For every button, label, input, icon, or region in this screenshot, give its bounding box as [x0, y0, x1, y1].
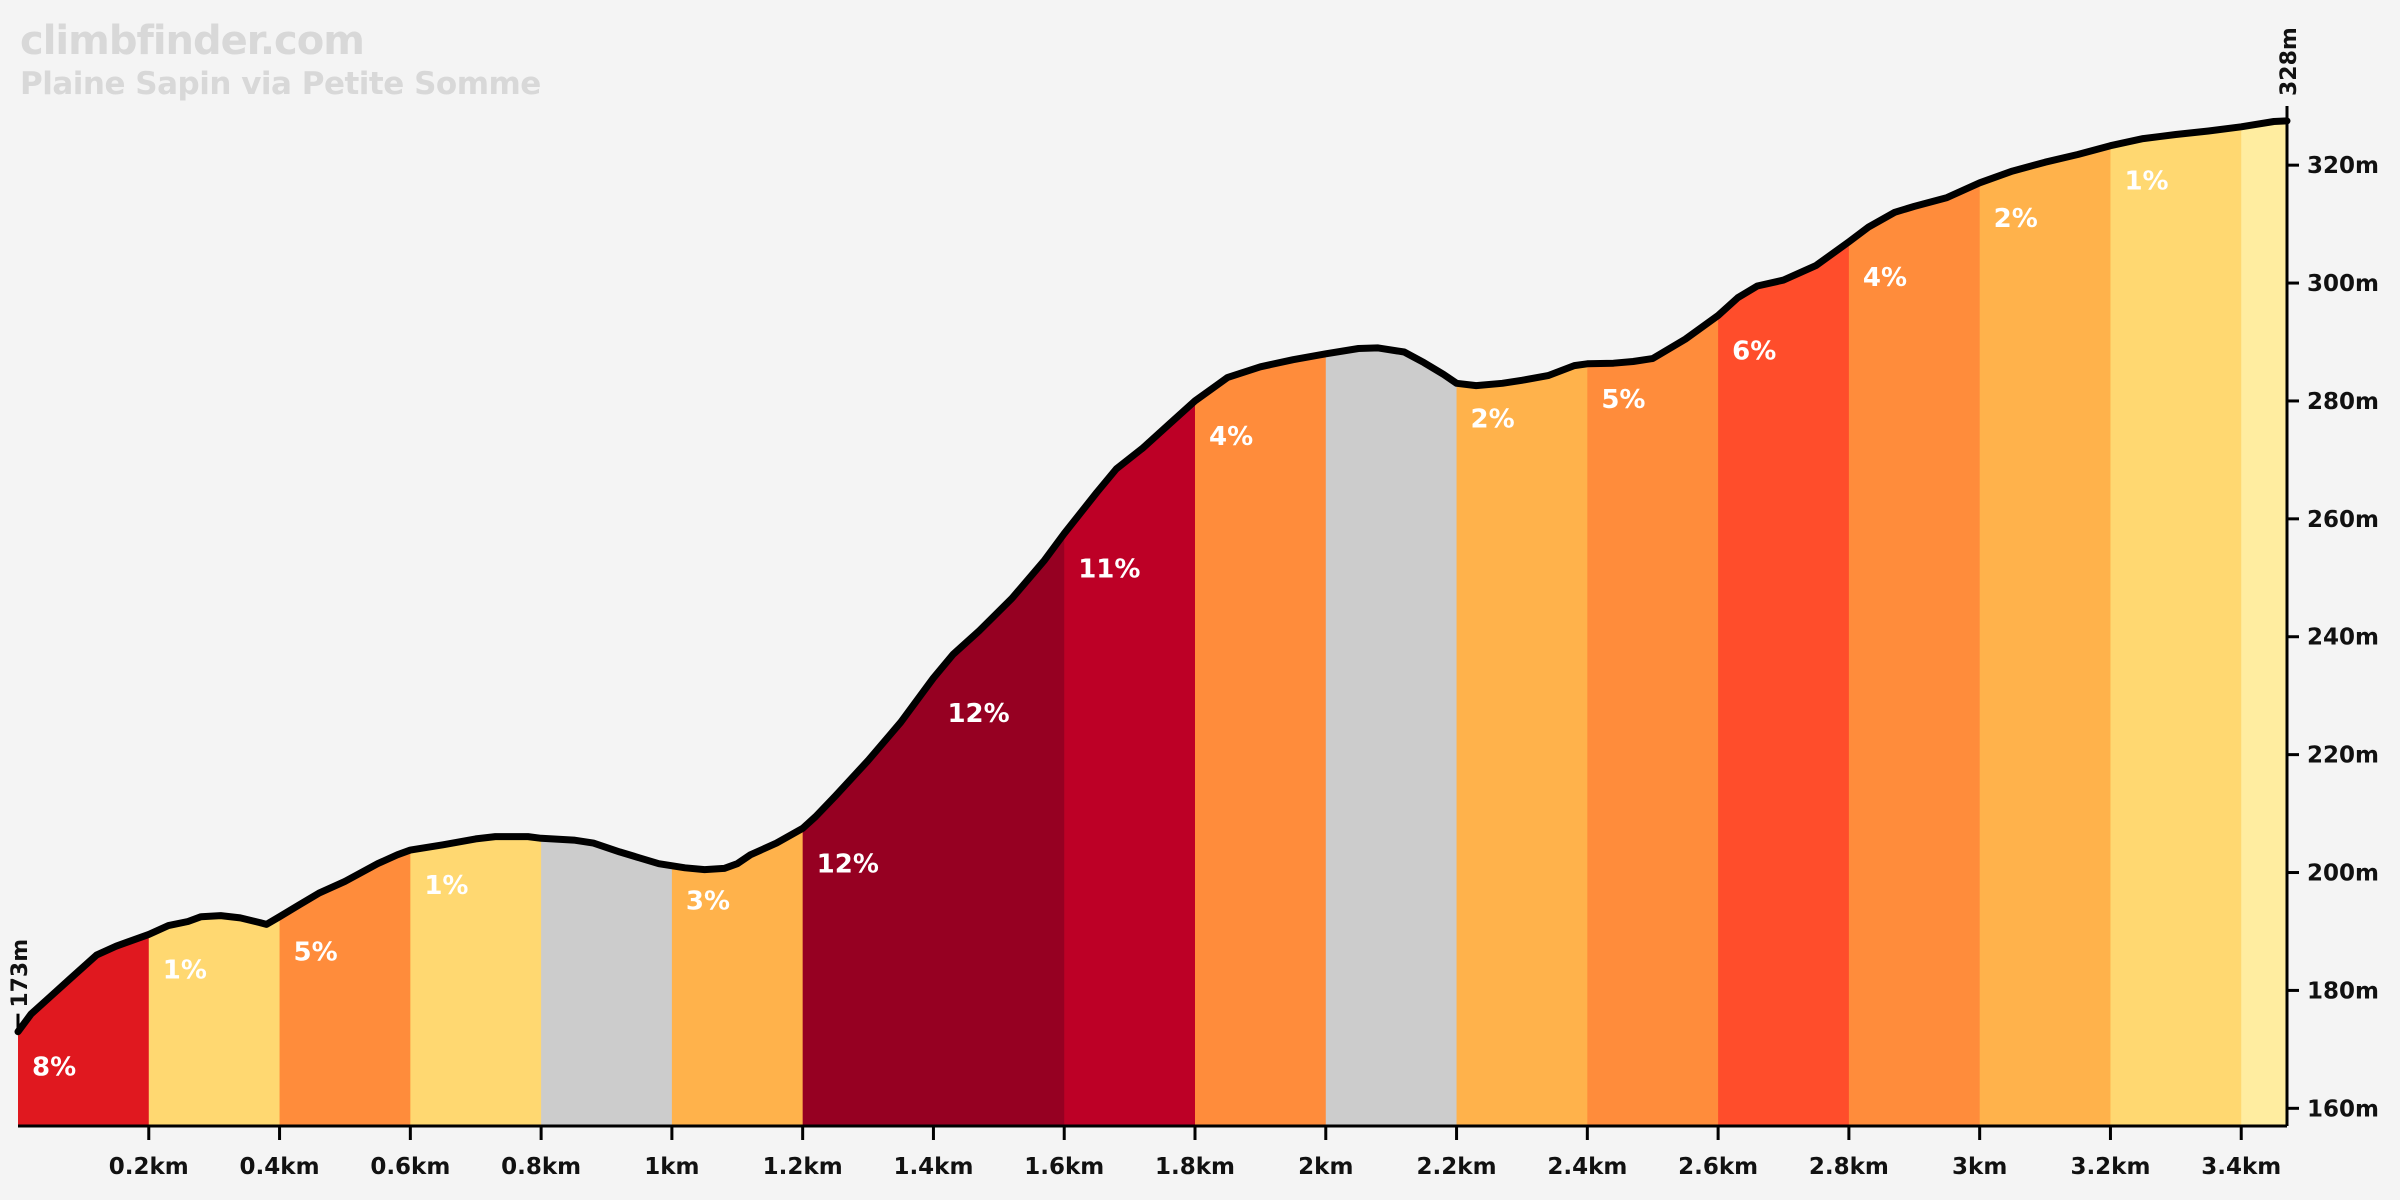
gradient-segments	[18, 120, 2287, 1126]
segment-label-9: 4%	[1209, 422, 1253, 452]
y-tick-label-2: 200m	[2307, 861, 2379, 887]
gradient-segment-8	[1064, 120, 1196, 1126]
end-elevation-label: 328m	[2277, 27, 2302, 96]
y-tick-label-0: 160m	[2307, 1096, 2379, 1122]
segment-label-7: 12%	[947, 699, 1009, 729]
x-tick-label-4: 1km	[644, 1154, 699, 1180]
segment-label-5: 3%	[686, 887, 730, 917]
x-tick-label-2: 0.6km	[370, 1154, 450, 1180]
segment-label-11: 2%	[1471, 404, 1515, 434]
climb-title: Plaine Sapin via Petite Somme	[20, 66, 541, 102]
x-tick-label-15: 3.2km	[2070, 1154, 2150, 1180]
gradient-segment-9	[1195, 120, 1327, 1126]
x-tick-label-6: 1.4km	[893, 1154, 973, 1180]
y-tick-label-5: 260m	[2307, 507, 2379, 533]
gradient-segment-11	[1456, 120, 1588, 1126]
x-tick-label-3: 0.8km	[501, 1154, 581, 1180]
y-tick-label-1: 180m	[2307, 978, 2379, 1004]
y-tick-label-6: 280m	[2307, 389, 2379, 415]
segment-label-16: 1%	[2124, 167, 2168, 197]
x-tick-label-7: 1.6km	[1024, 1154, 1104, 1180]
x-tick-label-16: 3.4km	[2201, 1154, 2281, 1180]
gradient-segment-16	[2110, 120, 2242, 1126]
gradient-segment-13	[1718, 120, 1850, 1126]
y-tick-label-4: 240m	[2307, 625, 2379, 651]
gradient-segment-6	[802, 120, 935, 1126]
gradient-segment-2	[279, 120, 411, 1126]
y-tick-label-7: 300m	[2307, 271, 2379, 297]
start-elevation-label: 173m	[8, 939, 33, 1008]
x-tick-label-14: 3km	[1952, 1154, 2007, 1180]
segment-label-3: 1%	[424, 871, 468, 901]
x-tick-label-5: 1.2km	[763, 1154, 843, 1180]
y-tick-label-3: 220m	[2307, 743, 2379, 769]
gradient-segment-4	[541, 120, 673, 1126]
segment-label-1: 1%	[163, 955, 207, 985]
gradient-segment-3	[410, 120, 542, 1126]
x-tick-label-9: 2km	[1298, 1154, 1353, 1180]
segment-label-0: 8%	[32, 1053, 76, 1083]
axes: 0.2km 0.4km 0.6km 0.8km 1km 1.2km 1.4km 1.6km 1.…	[8, 27, 2379, 1180]
gradient-segment-14	[1848, 120, 1981, 1126]
segment-label-12: 5%	[1601, 385, 1645, 415]
brand-watermark: climbfinder.com	[20, 18, 365, 64]
gradient-segment-7	[933, 120, 1065, 1126]
segment-label-6: 12%	[817, 849, 879, 879]
segment-gradient-labels: 8% 1% 5% 1% 3% 12% 12% 11% 4% 2% 5% 6% 4% 2% 1%	[32, 167, 2169, 1083]
x-tick-label-10: 2.2km	[1417, 1154, 1497, 1180]
elevation-profile-line	[14, 117, 2291, 1036]
y-tick-label-8: 320m	[2307, 153, 2379, 179]
gradient-segment-10	[1325, 120, 1458, 1126]
segment-label-8: 11%	[1078, 555, 1140, 585]
segment-label-15: 2%	[1994, 204, 2038, 234]
gradient-segment-12	[1587, 120, 1719, 1126]
x-tick-label-13: 2.8km	[1809, 1154, 1889, 1180]
segment-label-13: 6%	[1732, 336, 1776, 366]
gradient-segment-17	[2241, 120, 2287, 1126]
x-tick-label-8: 1.8km	[1155, 1154, 1235, 1180]
segment-label-14: 4%	[1863, 263, 1907, 293]
gradient-segment-15	[1979, 120, 2112, 1126]
x-tick-label-0: 0.2km	[109, 1154, 189, 1180]
x-tick-label-12: 2.6km	[1678, 1154, 1758, 1180]
gradient-segment-5	[671, 120, 804, 1126]
segment-label-2: 5%	[294, 938, 338, 968]
x-tick-label-1: 0.4km	[240, 1154, 320, 1180]
x-tick-label-11: 2.4km	[1547, 1154, 1627, 1180]
